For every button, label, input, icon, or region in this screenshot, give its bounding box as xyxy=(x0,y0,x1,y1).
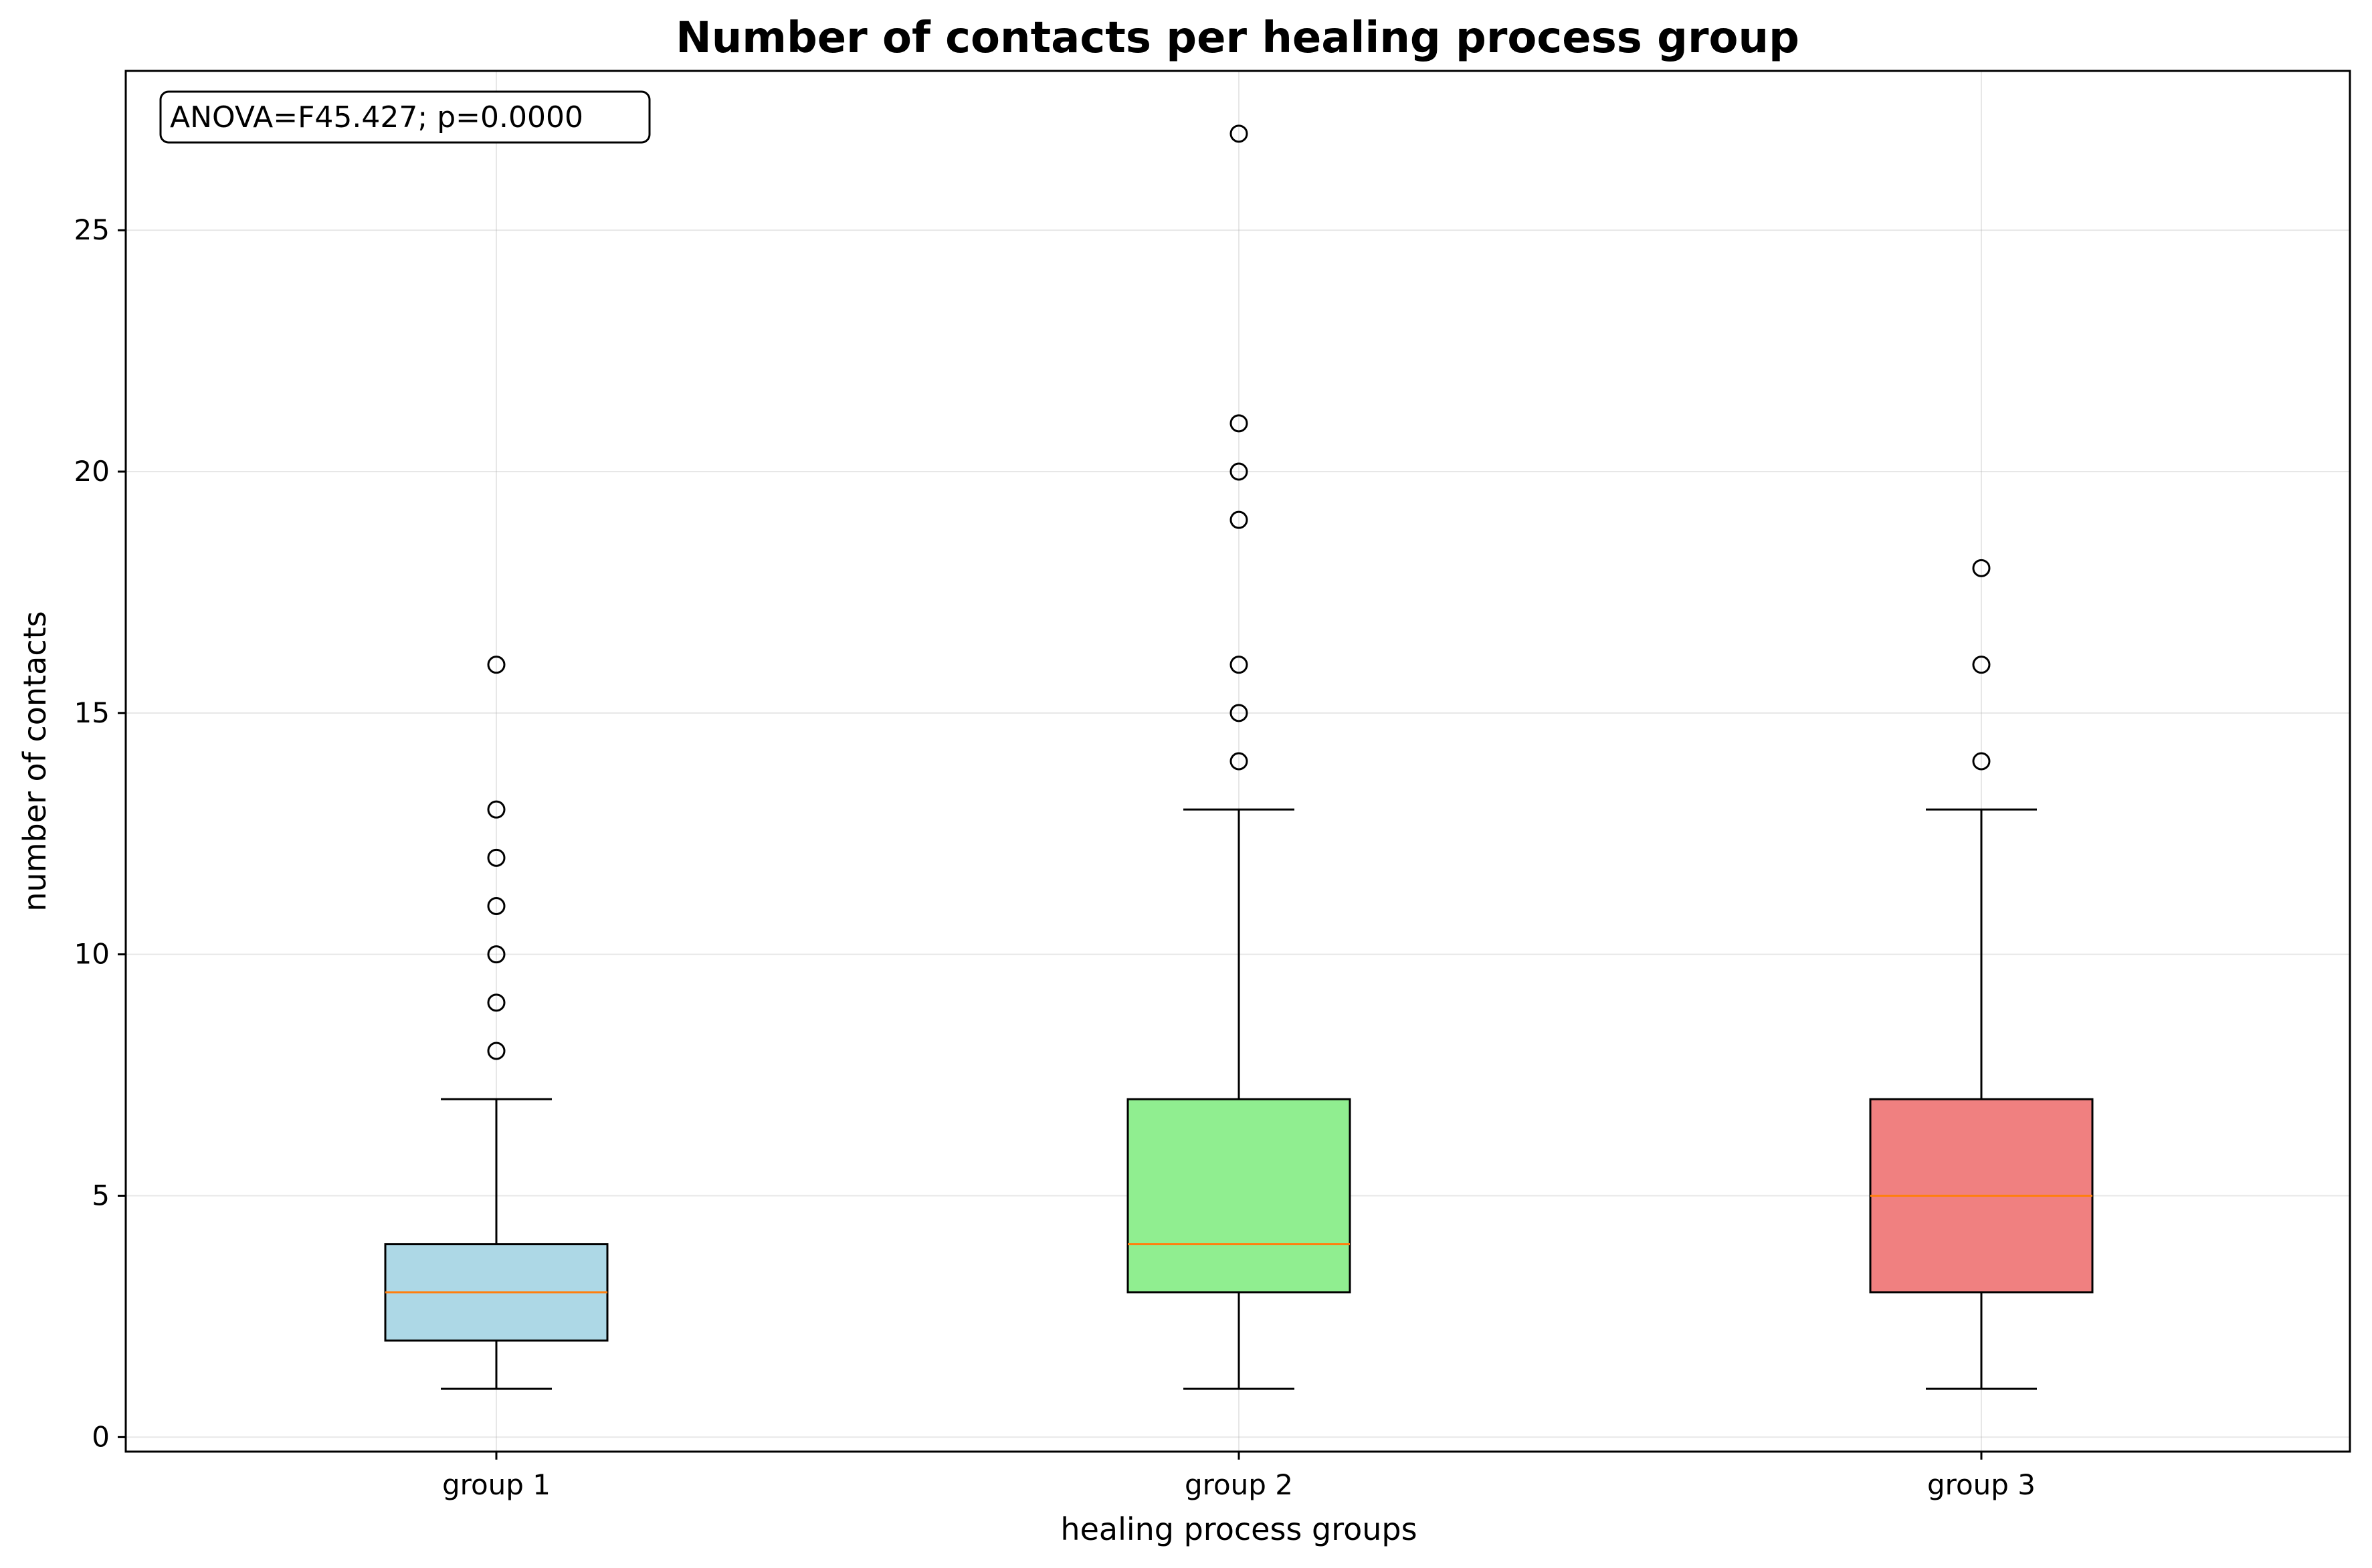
box-group xyxy=(384,656,609,1390)
outlier-point xyxy=(1229,462,1248,481)
chart-title: Number of contacts per healing process g… xyxy=(676,13,1799,63)
annotation-text: ANOVA=F45.427; p=0.0000 xyxy=(170,100,583,134)
y-tick-label: 10 xyxy=(74,938,110,971)
y-tick-label: 25 xyxy=(74,213,110,246)
box-group xyxy=(1869,559,2094,1390)
x-tick-label: group 3 xyxy=(1927,1468,2036,1501)
outlier-point xyxy=(1229,124,1248,143)
y-tick-label: 5 xyxy=(92,1179,110,1212)
anova-annotation: ANOVA=F45.427; p=0.0000 xyxy=(159,90,651,144)
x-tick-label: group 2 xyxy=(1185,1468,1293,1501)
outlier-point xyxy=(487,848,506,867)
outlier-point xyxy=(487,1042,506,1060)
y-tick-label: 0 xyxy=(92,1420,110,1453)
outlier-point xyxy=(487,945,506,964)
y-tick-label: 15 xyxy=(74,696,110,729)
outlier-point xyxy=(1229,704,1248,722)
y-axis-label: number of contacts xyxy=(17,611,53,911)
axis-ticks: 0 5 10 15 20 25 group 1 group 2 group 3 xyxy=(74,213,2036,1501)
outlier-point xyxy=(1972,656,1991,674)
y-tick-label: 20 xyxy=(74,455,110,488)
outlier-point xyxy=(487,897,506,916)
outlier-point xyxy=(487,656,506,674)
box-iqr xyxy=(1126,1098,1351,1294)
outlier-point xyxy=(1229,414,1248,433)
outlier-point xyxy=(1229,656,1248,674)
outlier-point xyxy=(1229,510,1248,529)
x-axis-label: healing process groups xyxy=(1060,1511,1417,1547)
outlier-point xyxy=(487,993,506,1012)
box-group xyxy=(1126,124,1351,1390)
box-series xyxy=(384,124,2094,1390)
outlier-point xyxy=(1972,752,1991,771)
annotation-box xyxy=(159,90,651,144)
outlier-point xyxy=(1229,752,1248,771)
x-tick-label: group 1 xyxy=(442,1468,551,1501)
outlier-point xyxy=(487,800,506,819)
outlier-point xyxy=(1972,559,1991,577)
